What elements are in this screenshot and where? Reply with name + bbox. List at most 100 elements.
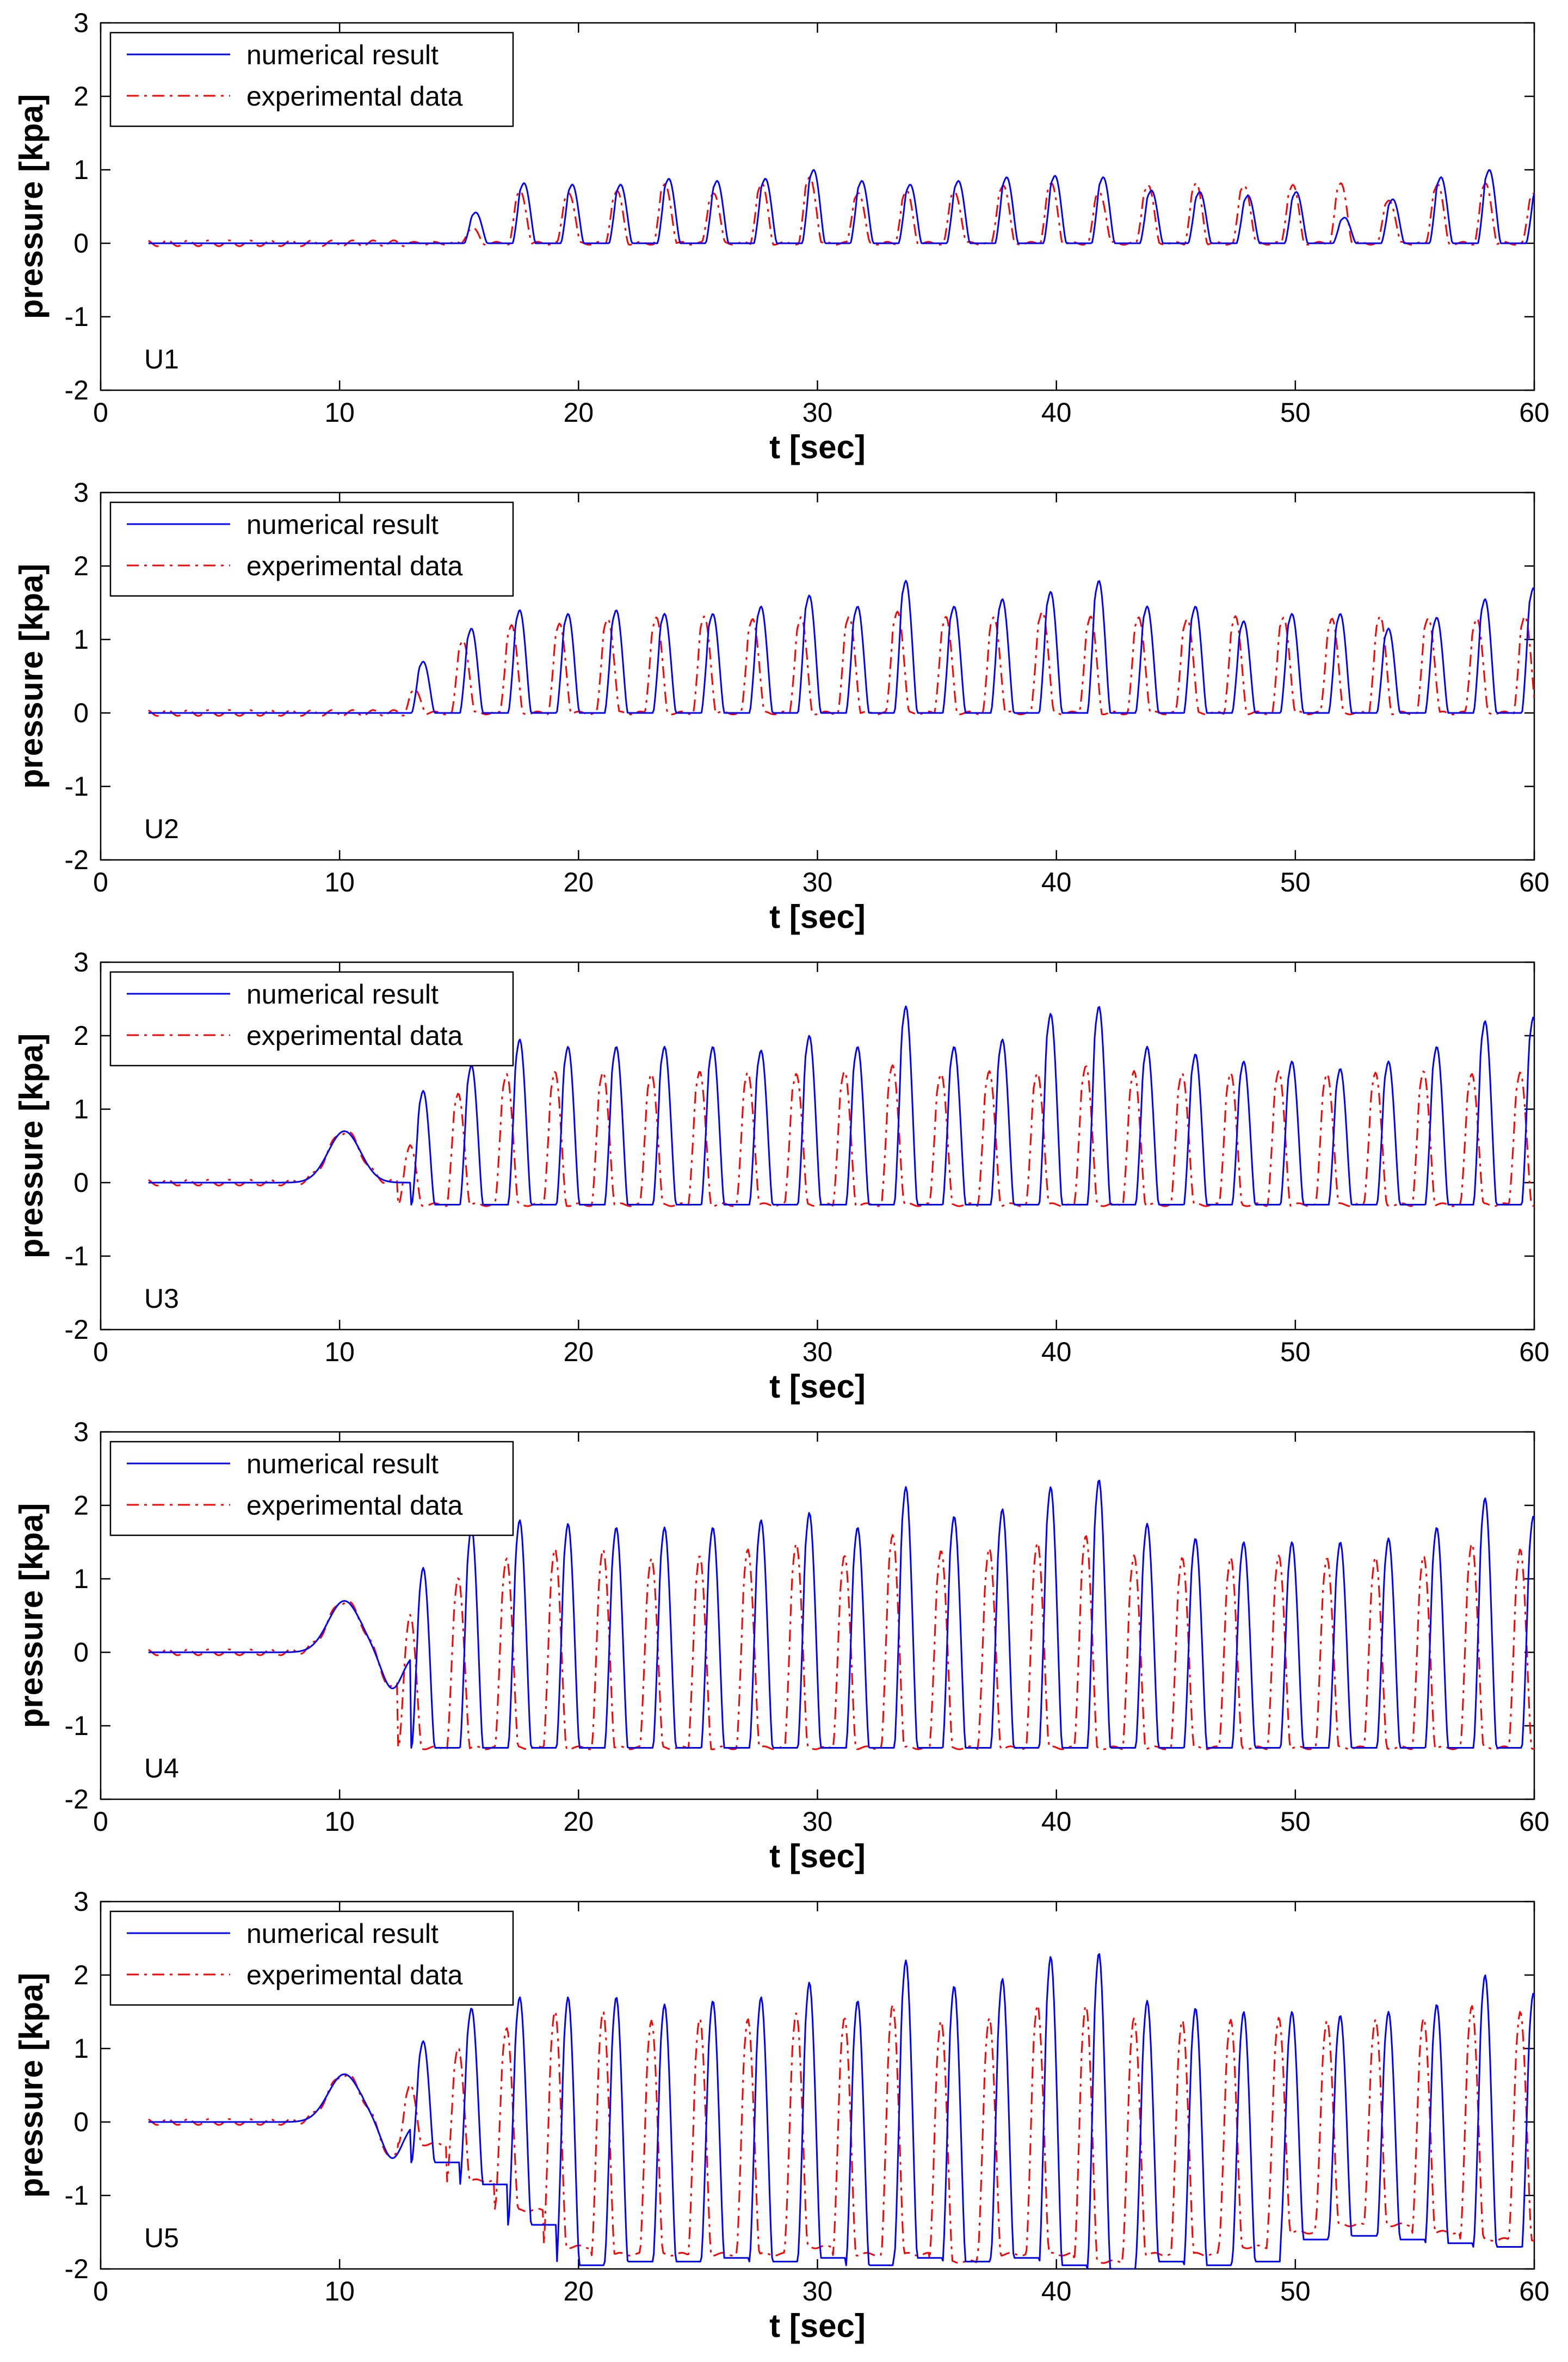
y-tick-label: -1 [65, 771, 89, 802]
y-tick-label: 0 [73, 1637, 89, 1668]
legend-experimental-label: experimental data [246, 1490, 463, 1521]
x-tick-label: 30 [802, 867, 833, 897]
y-tick-label: 2 [73, 1960, 89, 1990]
y-tick-label: -2 [65, 2254, 89, 2284]
panel-u3: 0 10 20 30 40 50 60 -2 -1 0 1 2 3 t [sec] pressure [kp… [13, 947, 1550, 1405]
y-tick-label: -2 [65, 1314, 89, 1345]
x-tick-label: 20 [564, 867, 594, 897]
x-tick-label: 50 [1280, 397, 1311, 428]
x-axis-label: t [sec] [769, 429, 866, 465]
legend-experimental-label: experimental data [246, 1960, 463, 1990]
legend-experimental-label: experimental data [246, 81, 463, 112]
x-tick-label: 50 [1280, 867, 1311, 897]
panel-u4: 0 10 20 30 40 50 60 -2 -1 0 1 2 3 t [sec] pressure [kp… [13, 1417, 1550, 1874]
x-tick-label: 10 [324, 1806, 355, 1837]
x-tick-label: 10 [324, 2276, 355, 2306]
x-tick-label: 40 [1041, 397, 1072, 428]
x-tick-label: 40 [1041, 867, 1072, 897]
y-axis-label: pressure [kpa] [13, 564, 50, 789]
x-tick-label: 40 [1041, 1806, 1072, 1837]
x-tick-label: 30 [802, 1806, 833, 1837]
y-tick-label: 2 [73, 551, 89, 581]
panel-label: U1 [144, 344, 179, 374]
x-tick-label: 50 [1280, 2276, 1311, 2306]
numerical-result-line [148, 169, 1534, 244]
legend-numerical-label: numerical result [246, 1449, 439, 1479]
x-tick-label: 60 [1519, 1337, 1550, 1367]
y-axis-label: pressure [kpa] [13, 94, 50, 319]
x-tick-label: 60 [1519, 2276, 1550, 2306]
y-tick-label: 1 [73, 155, 89, 185]
x-tick-label: 20 [564, 1337, 594, 1367]
y-tick-label: 3 [73, 1417, 89, 1447]
y-tick-label: 1 [73, 624, 89, 655]
x-tick-label: 0 [93, 1806, 108, 1837]
x-tick-label: 60 [1519, 397, 1550, 428]
y-tick-label: 1 [73, 1094, 89, 1124]
legend-numerical-label: numerical result [246, 979, 439, 1010]
y-tick-label: -2 [65, 845, 89, 875]
x-tick-label: 60 [1519, 1806, 1550, 1837]
numerical-result-line [148, 1953, 1534, 2269]
y-tick-label: -2 [65, 375, 89, 405]
panel-label: U3 [144, 1283, 179, 1314]
y-tick-label: 2 [73, 1490, 89, 1521]
x-tick-label: 20 [564, 397, 594, 428]
x-axis-label: t [sec] [769, 899, 866, 935]
y-tick-label: -1 [65, 1241, 89, 1271]
y-tick-label: 0 [73, 228, 89, 259]
x-tick-label: 30 [802, 1337, 833, 1367]
y-tick-label: 3 [73, 477, 89, 508]
y-tick-label: -1 [65, 2180, 89, 2211]
y-tick-label: -1 [65, 302, 89, 332]
x-tick-label: 0 [93, 867, 108, 897]
legend-box [109, 971, 514, 1067]
y-axis-label: pressure [kpa] [13, 1973, 50, 2198]
x-tick-label: 20 [564, 2276, 594, 2306]
x-tick-label: 30 [802, 397, 833, 428]
x-tick-label: 40 [1041, 2276, 1072, 2306]
x-tick-label: 30 [802, 2276, 833, 2306]
x-tick-label: 50 [1280, 1806, 1311, 1837]
x-tick-label: 0 [93, 397, 108, 428]
legend-box [109, 32, 514, 127]
numerical-result-line [148, 1479, 1534, 1749]
x-axis-label: t [sec] [769, 1368, 866, 1405]
legend-box [109, 1910, 514, 2006]
y-tick-label: 1 [73, 2033, 89, 2064]
y-tick-label: -2 [65, 1784, 89, 1814]
y-tick-label: 0 [73, 2107, 89, 2137]
y-tick-label: 0 [73, 1167, 89, 1198]
legend-numerical-label: numerical result [246, 1918, 439, 1949]
legend-numerical-label: numerical result [246, 509, 439, 540]
numerical-result-line [148, 580, 1534, 714]
panel-u1: 0 10 20 30 40 50 60 -2 -1 0 1 2 3 t [sec] pressure [kp… [13, 8, 1550, 465]
x-tick-label: 0 [93, 2276, 108, 2306]
y-axis-label: pressure [kpa] [13, 1503, 50, 1729]
numerical-result-line [148, 1005, 1534, 1205]
x-tick-label: 40 [1041, 1337, 1072, 1367]
legend-experimental-label: experimental data [246, 1020, 463, 1051]
panel-label: U5 [144, 2223, 179, 2253]
panel-label: U4 [144, 1753, 179, 1783]
y-tick-label: -1 [65, 1711, 89, 1741]
y-tick-label: 0 [73, 698, 89, 728]
x-tick-label: 10 [324, 1337, 355, 1367]
y-tick-label: 1 [73, 1564, 89, 1594]
x-axis-label: t [sec] [769, 2308, 866, 2344]
x-tick-label: 10 [324, 867, 355, 897]
legend-experimental-label: experimental data [246, 551, 463, 581]
legend-box [109, 1441, 514, 1536]
panel-u2: 0 10 20 30 40 50 60 -2 -1 0 1 2 3 t [sec] pressure [kp… [13, 477, 1550, 935]
y-tick-label: 2 [73, 81, 89, 112]
panel-u5: 0 10 20 30 40 50 60 -2 -1 0 1 2 3 t [sec] pressure [kp… [13, 1886, 1550, 2344]
x-tick-label: 60 [1519, 867, 1550, 897]
y-tick-label: 3 [73, 8, 89, 38]
x-tick-label: 0 [93, 1337, 108, 1367]
y-tick-label: 3 [73, 1886, 89, 1917]
y-axis-label: pressure [kpa] [13, 1034, 50, 1259]
panel-label: U2 [144, 814, 179, 844]
x-tick-label: 20 [564, 1806, 594, 1837]
